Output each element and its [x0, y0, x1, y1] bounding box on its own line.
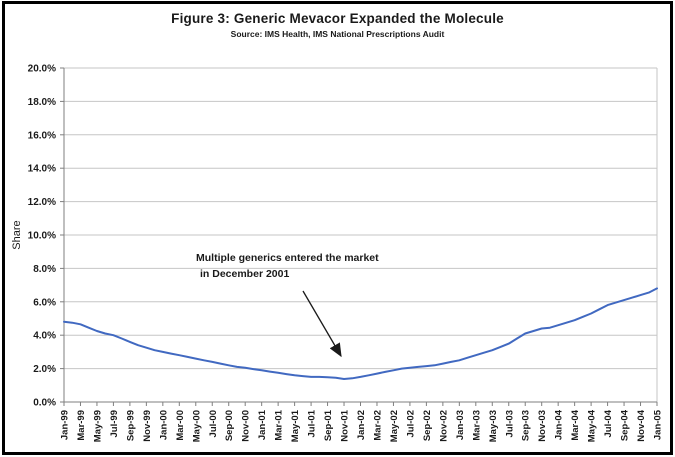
y-axis-title: Share [11, 220, 23, 249]
x-tick-label: Mar-04 [570, 409, 581, 440]
x-tick-label: Jan-04 [554, 409, 565, 440]
x-tick-label: Nov-00 [241, 410, 252, 442]
x-tick-label: May-03 [488, 410, 499, 442]
x-tick-label: Jan-00 [158, 410, 169, 440]
x-tick-label: Sep-03 [521, 410, 532, 441]
x-tick-label: Jul-99 [109, 410, 120, 437]
data-line [63, 287, 658, 380]
y-tick-label: 6.0% [33, 297, 56, 308]
x-tick-label: Jul-04 [603, 409, 614, 437]
x-tick-label: Nov-03 [537, 410, 548, 442]
plot-area: 0.0% 2.0% 4.0% 6.0% 8.0% 10.0% 12.0% 14.0% 16.0%… [11, 64, 664, 443]
chart-title: Figure 3: Generic Mevacor Expanded the M… [171, 11, 504, 26]
x-tick-label: May-01 [290, 409, 301, 442]
x-tick-label: Mar-01 [274, 409, 285, 440]
x-tick-label: Sep-04 [620, 409, 631, 441]
title-block: Figure 3: Generic Mevacor Expanded the M… [0, 11, 675, 39]
annotation-line2: in December 2001 [200, 267, 290, 280]
x-tick-label: Mar-03 [471, 410, 482, 441]
x-tick-label: Nov-99 [142, 410, 153, 442]
x-tick-label: Sep-99 [125, 410, 136, 441]
x-tick-label: May-00 [191, 410, 202, 442]
y-tick-label: 14.0% [28, 164, 56, 175]
x-tick-label: Jan-03 [455, 410, 466, 440]
x-tick-label: Mar-02 [372, 410, 383, 441]
x-tick-label: Jan-99 [60, 410, 71, 440]
y-tick-label: 20.0% [28, 64, 56, 75]
y-tick-label: 16.0% [28, 130, 56, 141]
y-tick-label: 10.0% [28, 231, 56, 242]
annotation-arrow [302, 290, 342, 358]
chart-source: Source: IMS Health, IMS National Prescri… [230, 29, 445, 39]
x-tick-label: Sep-01 [323, 409, 334, 441]
x-tick-label: Jul-02 [405, 410, 416, 437]
x-tick-label: Sep-00 [224, 410, 235, 441]
x-tick-label: Jan-01 [257, 409, 268, 440]
y-tick-label: 2.0% [33, 364, 56, 375]
x-tick-label: Mar-99 [76, 410, 87, 441]
y-tick-label: 8.0% [33, 264, 56, 275]
x-tick-label: Nov-04 [636, 409, 647, 441]
y-tick-label: 4.0% [33, 331, 56, 342]
x-tick-label: Nov-02 [438, 410, 449, 442]
x-tick-label: Jul-03 [504, 410, 515, 437]
x-tick-label: May-02 [389, 410, 400, 442]
annotation: Multiple generics entered the market in … [196, 251, 379, 283]
x-tick-label: Jul-01 [307, 409, 318, 437]
x-tick-label: Jul-00 [208, 410, 219, 437]
x-tick-label: May-04 [587, 409, 598, 442]
x-tick-label: May-99 [92, 410, 103, 442]
y-tick-label: 0.0% [33, 398, 56, 409]
x-tick-label: Sep-02 [422, 410, 433, 441]
annotation-line1: Multiple generics entered the market [196, 252, 379, 264]
x-tick-label: Jan-02 [356, 410, 367, 440]
x-tick-label: Nov-01 [340, 409, 351, 441]
y-tick-label: 18.0% [28, 97, 56, 108]
y-tick-label: 12.0% [28, 197, 56, 208]
x-tick-label: Jan-05 [653, 409, 664, 440]
x-tick-label: Mar-00 [175, 410, 186, 441]
